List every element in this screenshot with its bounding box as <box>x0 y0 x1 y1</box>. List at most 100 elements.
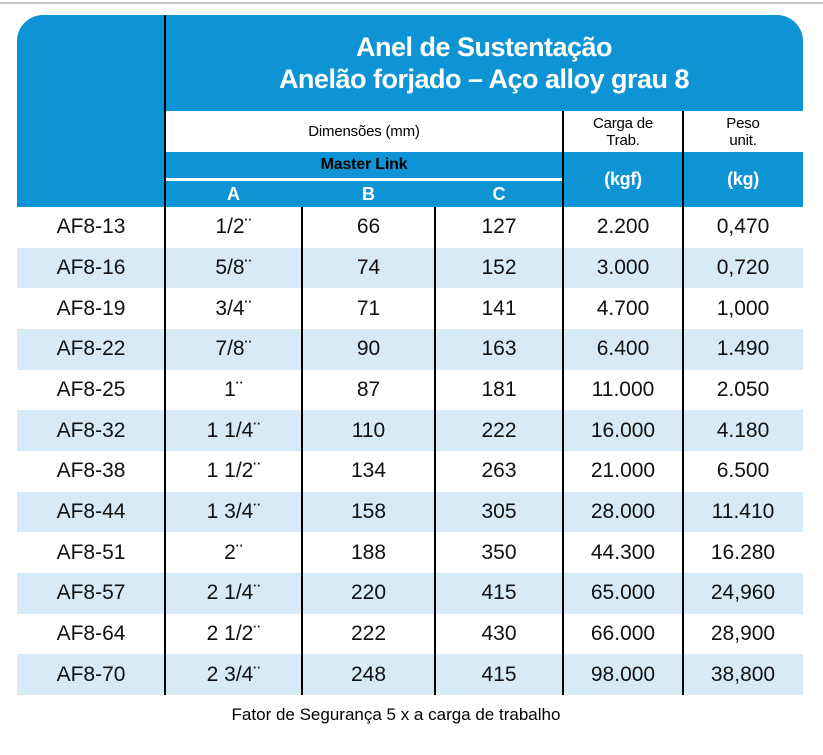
product-code-cell: AF8-57 <box>56 581 126 605</box>
working-load-cell: 65.000 <box>590 581 656 605</box>
table-row: AF8-64 2 1/2¨ 222 430 66.000 28,900 <box>17 613 803 655</box>
unit-weight-cell: 6.500 <box>716 459 770 483</box>
unit-weight-cell: 38,800 <box>710 662 776 686</box>
master-link-label: Master Link <box>320 156 408 173</box>
dimension-a-cell: 2 1/4¨ <box>206 581 261 605</box>
dimension-a-cell: 1 1/4¨ <box>206 418 261 442</box>
unit-weight-cell: 28,900 <box>710 622 776 646</box>
table-row: AF8-13 1/2¨ 66 127 2.200 0,470 <box>17 207 803 248</box>
subheader-row: Dimensões (mm) Carga de Trab. Peso unit. <box>165 111 803 152</box>
dimension-b-cell: 158 <box>350 500 387 524</box>
unit-weight-cell: 4.180 <box>716 418 770 442</box>
title-line-2: Anelão forjado – Aço alloy grau 8 <box>278 64 690 94</box>
column-divider-load-weight <box>682 111 684 695</box>
working-load-cell: 11.000 <box>591 378 655 402</box>
dimension-c-cell: 415 <box>481 581 517 605</box>
working-load-header-cell: Carga de Trab. <box>563 111 683 152</box>
dimensions-label: Dimensões (mm) <box>308 123 420 140</box>
dimension-c-cell: 163 <box>481 337 517 361</box>
column-divider-code <box>164 15 166 695</box>
working-load-cell: 3.000 <box>596 256 650 279</box>
unit-weight-header-cell: Peso unit. <box>683 111 803 152</box>
dimension-a-cell: 3/4¨ <box>215 296 252 320</box>
dimension-b-cell: 134 <box>350 459 387 483</box>
title-line-1: Anel de Sustentação <box>355 32 613 62</box>
dimension-b-cell: 248 <box>350 662 387 686</box>
dimension-a-cell: 1¨ <box>224 378 243 402</box>
dimension-a-cell: 2 3/4¨ <box>206 662 261 686</box>
header-corner-block <box>17 15 165 207</box>
master-link-header: Master Link A B C <box>165 152 563 207</box>
working-load-cell: 6.400 <box>596 337 650 361</box>
dimension-c-cell: 263 <box>481 459 517 483</box>
column-header-c: C <box>492 183 506 204</box>
dimension-c-cell: 222 <box>481 418 517 442</box>
product-code-cell: AF8-13 <box>56 215 126 239</box>
dimension-a-cell: 2 1/2¨ <box>206 622 261 646</box>
column-header-b: B <box>362 183 375 204</box>
table-row: AF8-22 7/8¨ 90 163 6.400 1.490 <box>17 329 803 370</box>
table-row: AF8-32 1 1/4¨ 110 222 16.000 4.180 <box>17 410 803 452</box>
load-unit-cell: (kgf) <box>604 169 642 189</box>
safety-factor-note: Fator de Segurança 5 x a carga de trabal… <box>231 705 561 724</box>
product-code-cell: AF8-22 <box>56 337 126 361</box>
product-code-cell: AF8-16 <box>56 256 126 279</box>
working-load-cell: 21.000 <box>590 459 656 483</box>
dimension-a-cell: 1/2¨ <box>215 215 252 239</box>
unit-weight-cell: 1.490 <box>716 337 770 361</box>
working-load-label-line1: Carga de <box>592 114 654 132</box>
product-code-cell: AF8-25 <box>56 378 126 402</box>
working-load-cell: 66.000 <box>590 622 656 646</box>
unit-weight-cell: 2.050 <box>716 378 770 402</box>
working-load-cell: 16.000 <box>590 418 656 442</box>
table-body: AF8-13 1/2¨ 66 127 2.200 0,470 AF8-16 5/… <box>17 207 803 696</box>
product-code-cell: AF8-32 <box>56 418 126 442</box>
dimension-b-cell: 188 <box>350 540 387 564</box>
product-spec-table: Anel de Sustentação Anelão forjado – Aço… <box>17 15 803 696</box>
table-row: AF8-51 2¨ 188 350 44.300 16.280 <box>17 532 803 574</box>
unit-weight-label-line2: unit. <box>729 131 757 149</box>
dimension-c-cell: 350 <box>481 540 517 564</box>
dimension-a-cell: 1 1/2¨ <box>206 459 261 483</box>
unit-weight-cell: 24,960 <box>710 581 776 605</box>
dimension-b-cell: 220 <box>350 581 387 605</box>
product-code-cell: AF8-51 <box>56 540 126 564</box>
working-load-cell: 28.000 <box>590 500 656 524</box>
product-code-cell: AF8-38 <box>56 459 126 483</box>
column-divider-a-b <box>301 207 303 695</box>
dimension-b-cell: 90 <box>356 337 381 361</box>
product-code-cell: AF8-19 <box>56 296 126 320</box>
column-divider-b-c <box>434 207 436 695</box>
dimension-c-cell: 181 <box>481 378 517 402</box>
dimension-c-cell: 141 <box>481 296 517 320</box>
working-load-cell: 2.200 <box>596 215 650 239</box>
dimension-c-cell: 127 <box>481 215 517 239</box>
dimension-a-cell: 7/8¨ <box>215 337 252 361</box>
dimension-a-cell: 1 3/4¨ <box>206 500 261 524</box>
product-code-cell: AF8-44 <box>56 500 126 524</box>
dimension-b-cell: 66 <box>356 215 381 239</box>
unit-weight-label-line1: Peso <box>726 114 760 132</box>
dimension-c-cell: 430 <box>481 622 517 646</box>
working-load-cell: 4.700 <box>596 296 650 320</box>
table-row: AF8-19 3/4¨ 71 141 4.700 1,000 <box>17 288 803 330</box>
working-load-cell: 44.300 <box>590 540 656 564</box>
unit-weight-cell: 11.410 <box>711 500 775 524</box>
table-row: AF8-16 5/8¨ 74 152 3.000 0,720 <box>17 247 803 289</box>
table-row: AF8-70 2 3/4¨ 248 415 98.000 38,800 <box>17 654 803 696</box>
column-header-a: A <box>227 183 240 204</box>
table-row: AF8-25 1¨ 87 181 11.000 2.050 <box>17 369 803 411</box>
page-top-rule <box>0 2 823 4</box>
unit-weight-cell: 0,470 <box>716 215 770 239</box>
table-title: Anel de Sustentação Anelão forjado – Aço… <box>165 15 803 111</box>
unit-weight-cell: 0,720 <box>716 256 770 279</box>
dimension-letter-row: A B C <box>165 181 563 207</box>
dimension-b-cell: 222 <box>350 622 387 646</box>
unit-weight-cell: 1,000 <box>716 296 770 320</box>
working-load-cell: 98.000 <box>590 662 656 686</box>
table-row: AF8-57 2 1/4¨ 220 415 65.000 24,960 <box>17 573 803 614</box>
table-row: AF8-44 1 3/4¨ 158 305 28.000 11.410 <box>17 491 803 533</box>
unit-weight-cell: 16.280 <box>710 540 776 564</box>
working-load-label-line2: Trab. <box>606 131 640 149</box>
product-code-cell: AF8-70 <box>56 662 126 686</box>
